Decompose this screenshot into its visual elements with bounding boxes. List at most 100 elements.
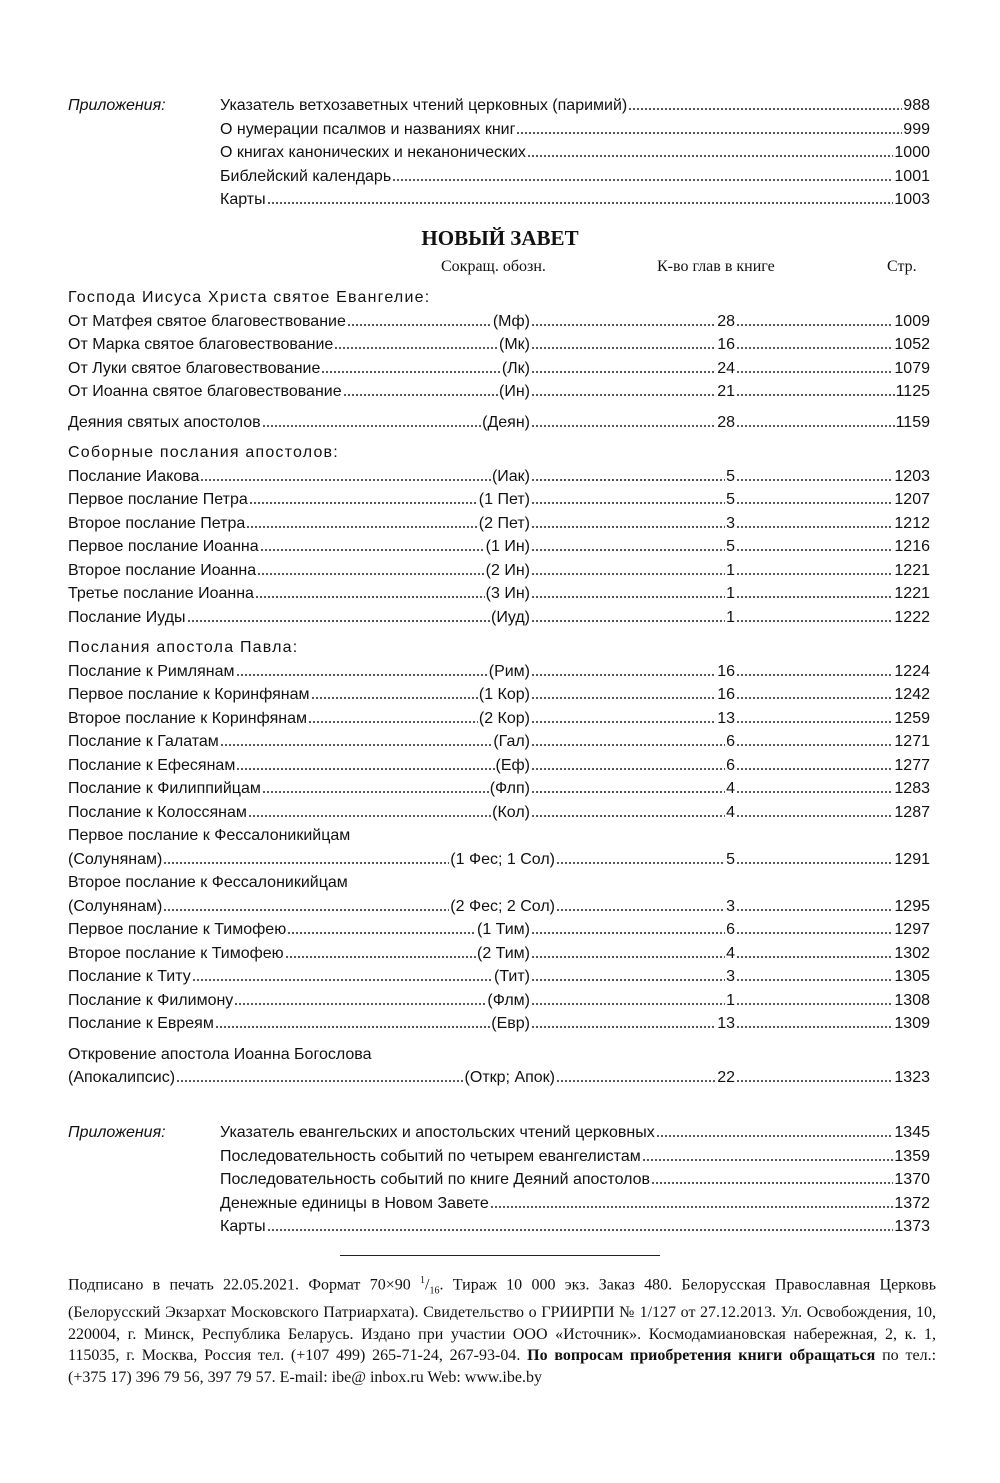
item-name: Указатель ветхозаветных чтений церковных…: [220, 97, 628, 114]
entry-chapters: 5: [726, 538, 735, 555]
dot-leader: [163, 894, 450, 911]
entry-abbr: (2 Тим): [476, 944, 530, 962]
dot-leader: [736, 488, 894, 504]
dot-leader: [531, 535, 726, 551]
dot-leader: [310, 683, 478, 699]
dot-leader: [736, 965, 894, 981]
entry-chapters-cell: 13: [530, 706, 735, 731]
toc-entry: (Апокалипсис) (Откр; Апок) 22 1323: [68, 1066, 930, 1090]
item-name: Денежные единицы в Новом Завете: [220, 1194, 489, 1212]
entry-name: От Луки святое благовествование: [68, 359, 321, 377]
dot-leader: [531, 380, 717, 396]
entry-chapters-cell: 28: [530, 309, 735, 334]
dot-leader: [531, 777, 726, 793]
toc-entry: Второе послание Петра (2 Пет) 3 1212: [68, 511, 930, 536]
entry-page: 1216: [894, 538, 930, 555]
entry-abbr: (Флп): [489, 780, 530, 797]
entry-name-cell: Послание Иуды (Иуд): [68, 605, 530, 630]
appendix-item: Последовательность событий по четырем ев…: [220, 1144, 930, 1169]
toc-entry: Первое послание к Тимофею (1 Тим) 6 1297: [68, 918, 930, 942]
dot-leader: [531, 683, 717, 699]
entry-chapters: 3: [726, 897, 735, 915]
item-page: 988: [903, 97, 930, 114]
header-abbr: Сокращ. обозн.: [441, 258, 546, 275]
entry-name-cell: Послание к Колоссянам (Кол): [68, 800, 530, 825]
entry-chapters-cell: 22: [555, 1066, 735, 1090]
entry-page: 1079: [894, 359, 930, 377]
dot-leader: [342, 380, 498, 396]
item-page: 999: [903, 120, 930, 138]
entry-name-cell: Второе послание к Тимофею (2 Тим): [68, 941, 530, 966]
appendix-item: Указатель ветхозаветных чтений церковных…: [220, 94, 930, 118]
group-heading: Господа Иисуса Христа святое Евангелие:: [68, 289, 431, 306]
item-name: Карты: [220, 1218, 266, 1235]
dot-leader: [736, 535, 894, 551]
entry-page-cell: 1079: [735, 356, 930, 381]
entry-name: Послание к Титу: [68, 968, 191, 985]
imprint-text: Подписано в печать 22.05.2021. Формат 70…: [68, 1276, 421, 1294]
dot-leader: [392, 164, 894, 181]
entry-chapters-cell: 28: [530, 410, 735, 435]
entry-name-cell: (Солунянам) (2 Фес; 2 Сол): [68, 894, 555, 919]
dot-leader: [200, 464, 491, 481]
dot-leader: [736, 730, 894, 746]
dot-leader: [219, 730, 493, 746]
item-name: Последовательность событий по книге Деян…: [220, 1171, 651, 1188]
toc-group: Деяния святых апостолов (Деян) 28 1159: [68, 410, 930, 435]
toc-entry: Послание к Галатам (Гал) 6 1271: [68, 730, 930, 754]
entry-abbr: (Мф): [492, 312, 530, 330]
entry-page: 1212: [894, 514, 930, 532]
entry-title-line: Откровение апостола Иоанна Богослова: [68, 1045, 372, 1063]
entry-page: 1203: [894, 467, 930, 485]
entry-chapters-cell: 4: [530, 800, 735, 825]
entry-page-cell: 1207: [735, 488, 930, 512]
dot-leader: [736, 941, 894, 958]
entry-chapters-cell: 4: [530, 941, 735, 966]
entry-page: 1323: [894, 1069, 930, 1086]
item-page: 1373: [894, 1218, 930, 1235]
dot-leader: [234, 988, 487, 1005]
dot-leader: [307, 706, 478, 723]
dot-leader: [531, 659, 717, 676]
dot-leader: [191, 965, 493, 981]
dot-leader: [736, 582, 894, 598]
dot-leader: [259, 535, 485, 551]
imprint-bold: По вопросам приобретения книги обращатьс…: [527, 1347, 876, 1365]
dot-leader: [248, 488, 478, 504]
entry-page: 1259: [894, 709, 930, 727]
dot-leader: [655, 1121, 894, 1137]
dot-leader: [736, 309, 894, 326]
entry-page-cell: 1259: [735, 706, 930, 731]
dot-leader: [556, 1066, 717, 1082]
entry-name: Третье послание Иоанна: [68, 585, 254, 602]
dot-leader: [531, 333, 717, 349]
dot-leader: [531, 488, 726, 504]
entry-page-cell: 1242: [735, 683, 930, 707]
entry-page: 1309: [894, 1015, 930, 1032]
entry-name: Деяния святых апостолов: [68, 413, 261, 431]
toc-entry: Первое послание Петра (1 Пет) 5 1207: [68, 488, 930, 512]
appendix-item: Последовательность событий по книге Деян…: [220, 1168, 930, 1192]
entry-chapters-cell: 1: [530, 582, 735, 606]
dot-leader: [736, 777, 894, 793]
dot-leader: [334, 333, 499, 349]
dot-leader: [214, 1012, 491, 1028]
dot-leader: [736, 605, 894, 622]
entry-page: 1242: [894, 686, 930, 703]
entry-chapters-cell: 3: [530, 965, 735, 989]
entry-name-cell: Послание к Римлянам (Рим): [68, 659, 530, 684]
dot-leader: [266, 1215, 894, 1231]
entry-abbr: (Мк): [499, 336, 530, 353]
entry-name: Послание Иуды: [68, 608, 186, 626]
entry-name: (Солунянам): [68, 850, 163, 868]
entry-chapters-cell: 16: [530, 333, 735, 357]
entry-chapters: 13: [717, 709, 735, 727]
entry-abbr: (Флм): [487, 991, 530, 1009]
toc-entry: Послание Иакова (Иак) 5 1203: [68, 464, 930, 489]
entry-page: 1271: [894, 733, 930, 750]
dot-leader: [284, 941, 476, 958]
entry-abbr: (2 Кор): [478, 709, 530, 727]
entry-page: 1052: [894, 336, 930, 353]
entry-chapters: 5: [726, 850, 735, 868]
fraction-numerator: 1: [420, 1275, 426, 1286]
